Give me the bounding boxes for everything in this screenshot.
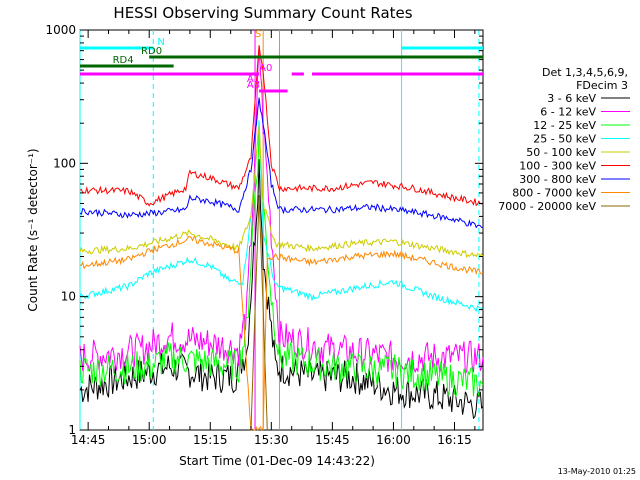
state-label-rd0: RD0 <box>141 46 162 57</box>
state-label-n: N <box>157 37 164 48</box>
axis-ticks-group: 14:45 15:00 15:15 15:30 15:45 16:00 16:15 1 10 10… <box>45 23 483 447</box>
legend-label-2: 12 - 25 keV <box>533 119 596 132</box>
legend-label-3: 25 - 50 keV <box>533 133 596 146</box>
series-group <box>79 45 484 432</box>
chart-title: HESSI Observing Summary Count Rates <box>113 4 412 22</box>
legend-label-5: 100 - 300 keV <box>519 160 596 173</box>
series-line-8 <box>250 195 268 431</box>
legend-label-7: 800 - 7000 keV <box>512 187 596 200</box>
state-label-a0: A0 <box>259 63 272 74</box>
series-line-7 <box>79 235 484 432</box>
legend-header-1: FDecim 3 <box>576 79 628 92</box>
legend-label-1: 6 - 12 keV <box>540 106 596 119</box>
series-line-0 <box>79 159 484 420</box>
legend-label-6: 300 - 800 keV <box>519 173 596 186</box>
y-tick-label-0: 1 <box>68 423 76 437</box>
x-tick-label-6: 16:15 <box>437 433 472 447</box>
footer-date: 13-May-2010 01:25 <box>558 467 636 476</box>
legend-label-4: 50 - 100 keV <box>526 146 596 159</box>
legend-label-0: 3 - 6 keV <box>547 92 596 105</box>
x-axis-label: Start Time (01-Dec-09 14:43:22) <box>179 454 375 468</box>
x-tick-label-3: 15:30 <box>254 433 289 447</box>
y-tick-label-1: 10 <box>61 290 76 304</box>
series-line-3 <box>79 120 484 313</box>
series-line-2 <box>79 130 484 398</box>
state-label-a3: A3 <box>247 80 260 91</box>
y-axis-label: Count Rate (s⁻¹ detector⁻¹) <box>26 148 40 311</box>
x-tick-label-0: 14:45 <box>71 433 106 447</box>
state-label-s: S <box>255 29 261 40</box>
legend-label-8: 7000 - 20000 keV <box>498 200 596 213</box>
series-line-6 <box>79 97 484 229</box>
y-tick-label-3: 1000 <box>45 23 76 37</box>
x-tick-label-5: 16:00 <box>376 433 411 447</box>
series-line-1 <box>79 45 484 375</box>
series-line-4 <box>79 125 484 259</box>
state-label-rd4: RD4 <box>113 55 134 66</box>
x-tick-label-4: 15:45 <box>315 433 350 447</box>
legend-header-0: Det 1,3,4,5,6,9, <box>542 66 628 79</box>
x-tick-label-2: 15:15 <box>193 433 228 447</box>
state-label-a1: A1 <box>247 74 260 85</box>
series-line-5 <box>79 45 484 207</box>
x-tick-label-1: 15:00 <box>132 433 167 447</box>
y-tick-label-2: 100 <box>53 156 76 170</box>
